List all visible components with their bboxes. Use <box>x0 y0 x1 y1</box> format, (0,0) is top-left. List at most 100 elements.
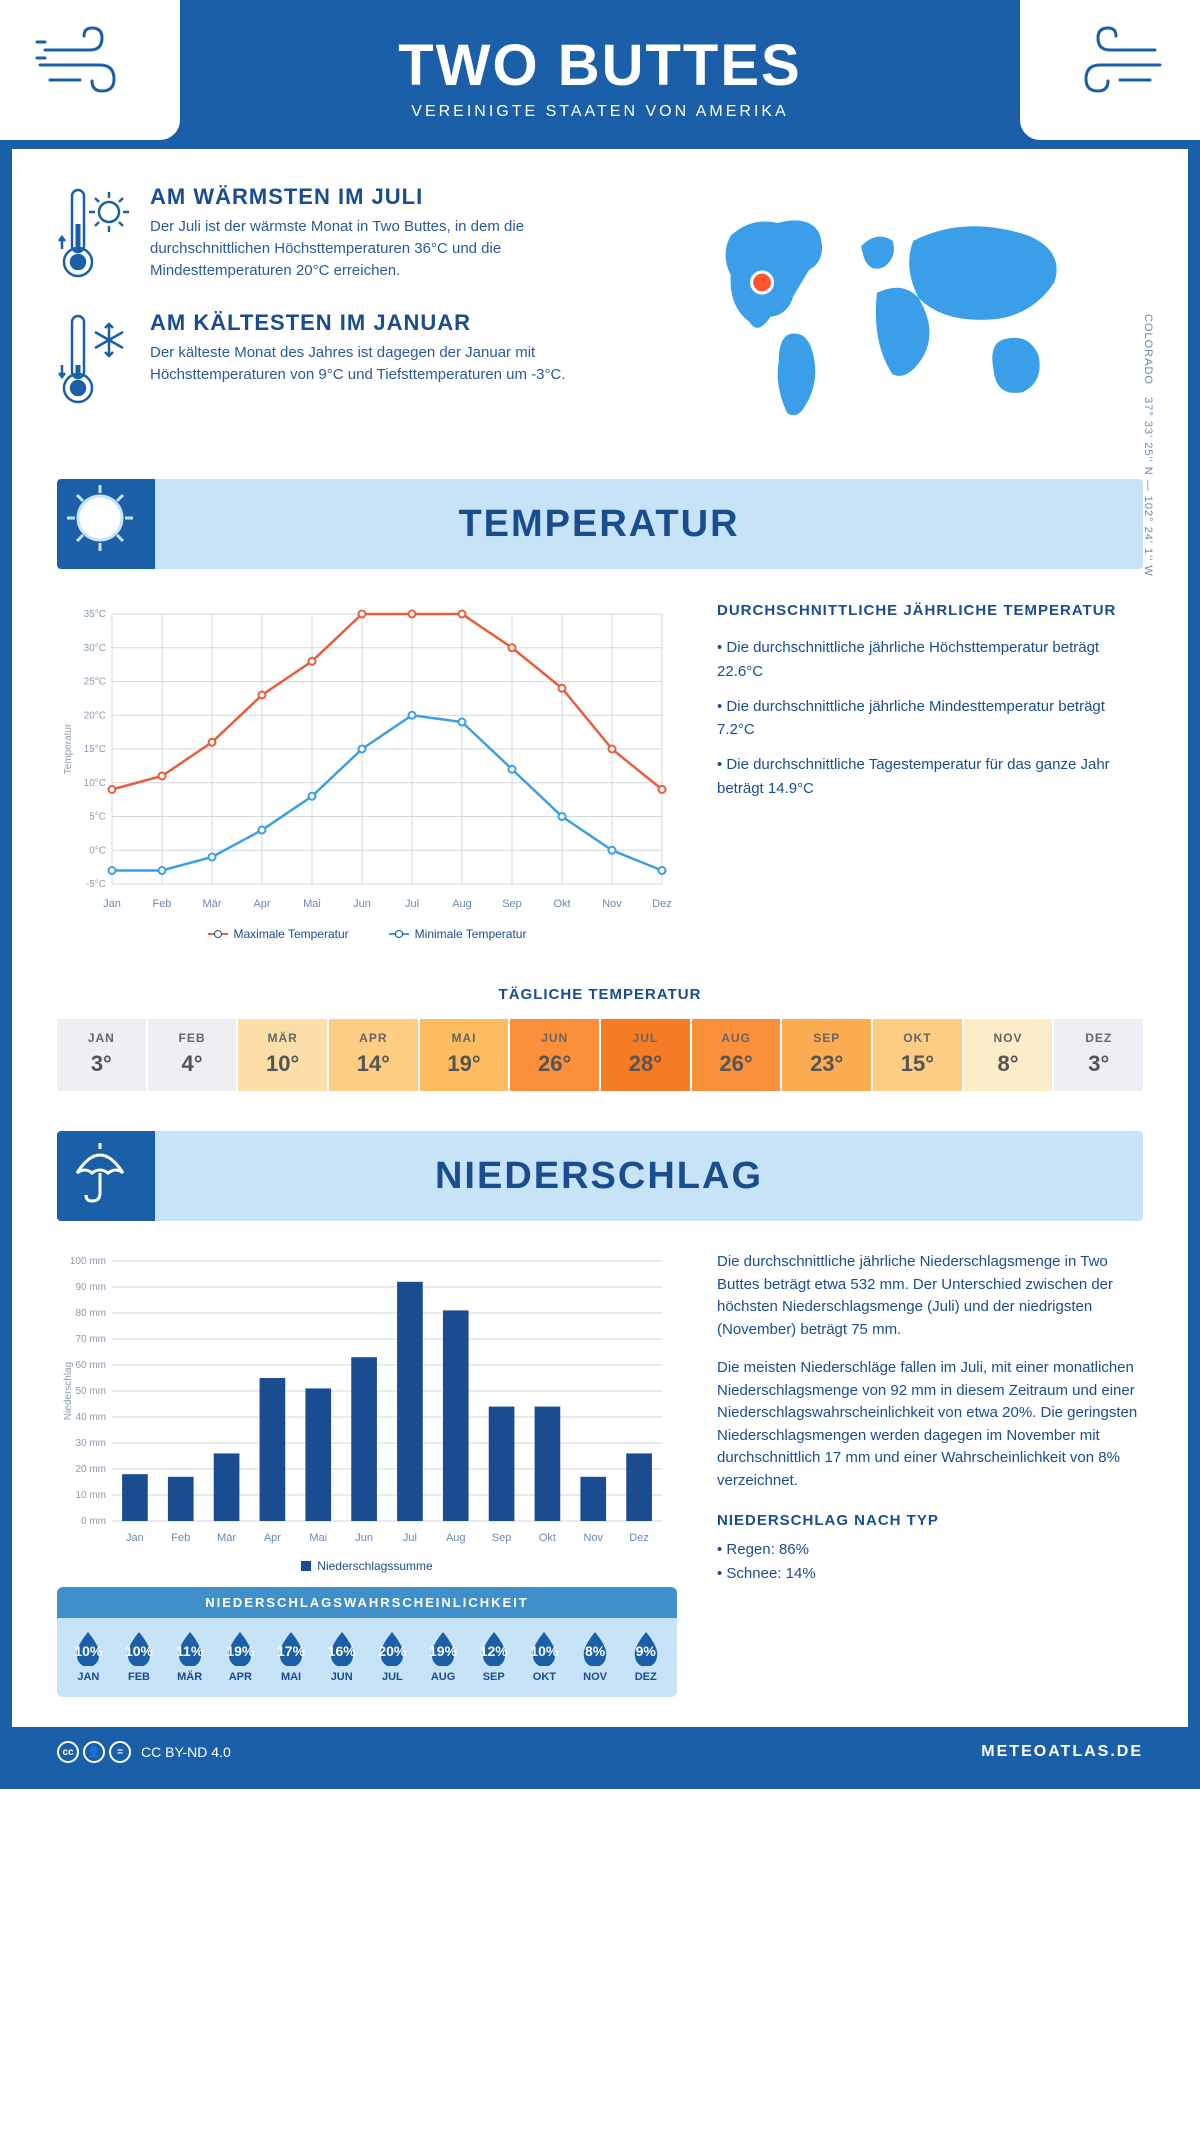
svg-text:Dez: Dez <box>652 898 672 910</box>
cc-icon: cc <box>57 1741 79 1763</box>
svg-text:15°C: 15°C <box>84 744 106 755</box>
svg-text:50 mm: 50 mm <box>75 1386 106 1397</box>
warmest-text: Der Juli ist der wärmste Monat in Two Bu… <box>150 216 622 281</box>
temperature-content: -5°C0°C5°C10°C15°C20°C25°C30°C35°CJanFeb… <box>12 569 1188 961</box>
temperature-legend: Maximale Temperatur Minimale Temperatur <box>57 927 677 941</box>
heat-cell: FEB4° <box>148 1019 237 1091</box>
svg-text:Temperatur: Temperatur <box>63 723 74 774</box>
prob-cell: 20%JUL <box>367 1630 418 1683</box>
prob-cell: 10%OKT <box>519 1630 570 1683</box>
sun-icon <box>57 479 155 569</box>
thermometer-cold-icon <box>57 310 132 410</box>
svg-text:Okt: Okt <box>539 1532 556 1544</box>
heat-cell: AUG26° <box>692 1019 781 1091</box>
heat-cell: MÄR10° <box>238 1019 327 1091</box>
svg-text:Jan: Jan <box>103 898 121 910</box>
svg-text:60 mm: 60 mm <box>75 1360 106 1371</box>
precipitation-bar-chart: 0 mm10 mm20 mm30 mm40 mm50 mm60 mm70 mm8… <box>57 1251 677 1551</box>
svg-text:Mär: Mär <box>217 1532 236 1544</box>
svg-text:Nov: Nov <box>602 898 622 910</box>
svg-text:Apr: Apr <box>264 1532 281 1544</box>
svg-text:70 mm: 70 mm <box>75 1334 106 1345</box>
prob-cell: 16%JUN <box>316 1630 367 1683</box>
cc-icons: cc 👤 = <box>57 1741 131 1763</box>
heat-cell: MAI19° <box>420 1019 509 1091</box>
temperature-text: DURCHSCHNITTLICHE JÄHRLICHE TEMPERATUR •… <box>717 599 1143 941</box>
svg-text:Sep: Sep <box>502 898 522 910</box>
page-container: TWO BUTTES VEREINIGTE STAATEN VON AMERIK… <box>0 0 1200 1789</box>
svg-text:Apr: Apr <box>253 898 270 910</box>
section-header-temperature: TEMPERATUR <box>57 479 1143 569</box>
svg-text:Dez: Dez <box>629 1532 649 1544</box>
heat-cell: SEP23° <box>782 1019 871 1091</box>
svg-text:10°C: 10°C <box>84 778 106 789</box>
svg-text:0 mm: 0 mm <box>81 1516 106 1527</box>
svg-text:Aug: Aug <box>452 898 472 910</box>
section-header-precipitation: NIEDERSCHLAG <box>57 1131 1143 1221</box>
heat-cell: NOV8° <box>964 1019 1053 1091</box>
legend-max: Maximale Temperatur <box>208 927 349 941</box>
prob-cell: 8%NOV <box>570 1630 621 1683</box>
intro-section: AM WÄRMSTEN IM JULI Der Juli ist der wär… <box>12 149 1188 469</box>
svg-text:80 mm: 80 mm <box>75 1308 106 1319</box>
license-text: CC BY-ND 4.0 <box>141 1744 231 1760</box>
coldest-heading: AM KÄLTESTEN IM JANUAR <box>150 310 622 336</box>
svg-text:Jul: Jul <box>403 1532 417 1544</box>
svg-text:90 mm: 90 mm <box>75 1282 106 1293</box>
thermometer-hot-icon <box>57 184 132 284</box>
nd-icon: = <box>109 1741 131 1763</box>
wind-icon <box>35 20 135 100</box>
heat-cell: APR14° <box>329 1019 418 1091</box>
svg-text:Feb: Feb <box>171 1532 190 1544</box>
legend-precip-sum: Niederschlagssumme <box>301 1559 432 1573</box>
svg-text:Nov: Nov <box>583 1532 603 1544</box>
coldest-block: AM KÄLTESTEN IM JANUAR Der kälteste Mona… <box>57 310 622 410</box>
warmest-block: AM WÄRMSTEN IM JULI Der Juli ist der wär… <box>57 184 622 284</box>
page-title: TWO BUTTES <box>12 32 1188 99</box>
wind-icon <box>1065 20 1165 100</box>
legend-min: Minimale Temperatur <box>389 927 527 941</box>
svg-text:25°C: 25°C <box>84 677 106 688</box>
license-block: cc 👤 = CC BY-ND 4.0 <box>57 1741 231 1763</box>
daily-temp-heading: TÄGLICHE TEMPERATUR <box>57 986 1143 1003</box>
svg-text:30°C: 30°C <box>84 643 106 654</box>
precipitation-probability-box: NIEDERSCHLAGSWAHRSCHEINLICHKEIT 10%JAN10… <box>57 1587 677 1697</box>
temperature-line-chart: -5°C0°C5°C10°C15°C20°C25°C30°C35°CJanFeb… <box>57 599 677 919</box>
svg-text:20 mm: 20 mm <box>75 1464 106 1475</box>
map-block: COLORADO 37° 33' 25'' N — 102° 24' 1'' W <box>652 184 1143 444</box>
footer: cc 👤 = CC BY-ND 4.0 METEOATLAS.DE <box>12 1727 1188 1777</box>
svg-text:Aug: Aug <box>446 1532 466 1544</box>
prob-cell: 17%MAI <box>266 1630 317 1683</box>
daily-temp-table: TÄGLICHE TEMPERATUR JAN3°FEB4°MÄR10°APR1… <box>57 986 1143 1091</box>
umbrella-icon <box>57 1131 155 1221</box>
precipitation-text: Die durchschnittliche jährliche Niedersc… <box>717 1251 1143 1697</box>
svg-text:Sep: Sep <box>492 1532 512 1544</box>
prob-cell: 10%FEB <box>114 1630 165 1683</box>
prob-cell: 11%MÄR <box>164 1630 215 1683</box>
section-title-temperature: TEMPERATUR <box>155 503 1143 546</box>
svg-text:5°C: 5°C <box>89 812 106 823</box>
svg-text:Okt: Okt <box>553 898 570 910</box>
world-map-icon <box>689 199 1106 429</box>
svg-text:100 mm: 100 mm <box>70 1256 106 1267</box>
heat-cell: JAN3° <box>57 1019 146 1091</box>
heat-cell: JUL28° <box>601 1019 690 1091</box>
by-icon: 👤 <box>83 1741 105 1763</box>
warmest-heading: AM WÄRMSTEN IM JULI <box>150 184 622 210</box>
prob-cell: 10%JAN <box>63 1630 114 1683</box>
prob-cell: 12%SEP <box>468 1630 519 1683</box>
svg-text:35°C: 35°C <box>84 609 106 620</box>
svg-text:Jan: Jan <box>126 1532 144 1544</box>
svg-text:Feb: Feb <box>153 898 172 910</box>
site-name: METEOATLAS.DE <box>981 1743 1143 1761</box>
coldest-text: Der kälteste Monat des Jahres ist dagege… <box>150 342 622 386</box>
svg-text:Niederschlag: Niederschlag <box>63 1362 74 1420</box>
heat-cell: OKT15° <box>873 1019 962 1091</box>
page-subtitle: VEREINIGTE STAATEN VON AMERIKA <box>12 103 1188 121</box>
svg-text:Mär: Mär <box>203 898 222 910</box>
svg-text:40 mm: 40 mm <box>75 1412 106 1423</box>
svg-text:Mai: Mai <box>309 1532 327 1544</box>
svg-text:Mai: Mai <box>303 898 321 910</box>
temp-text-heading: DURCHSCHNITTLICHE JÄHRLICHE TEMPERATUR <box>717 599 1143 622</box>
heat-cell: JUN26° <box>510 1019 599 1091</box>
